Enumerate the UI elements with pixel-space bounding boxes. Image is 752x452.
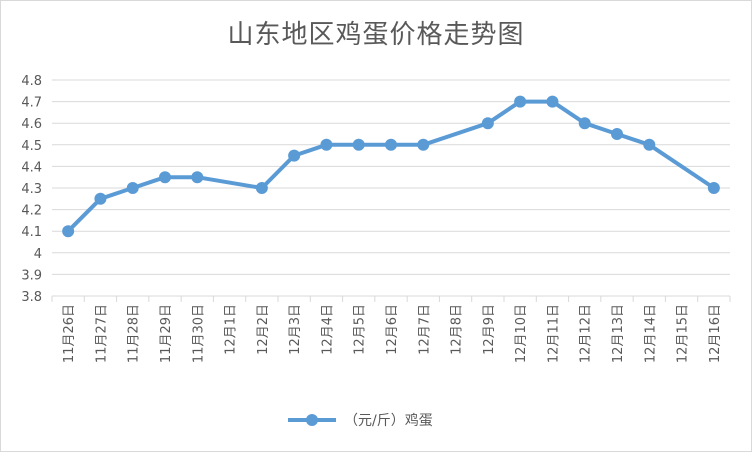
data-point [385, 138, 397, 151]
x-tick-label: 12月5日 [353, 304, 368, 355]
x-tick-label: 12月3日 [288, 304, 303, 355]
data-point [611, 128, 623, 140]
x-tick-label: 12月4日 [320, 304, 335, 355]
y-tick-label: 3.8 [21, 290, 42, 305]
x-tick-label: 11月30日 [191, 304, 206, 363]
data-point [159, 171, 171, 184]
x-tick-label: 12月8日 [450, 304, 465, 355]
x-tick-label: 12月7日 [417, 304, 432, 355]
y-tick-label: 4.3 [21, 182, 42, 197]
x-tick-label: 12月9日 [482, 304, 497, 355]
x-tick-label: 12月15日 [676, 304, 691, 363]
y-tick-label: 4.1 [21, 225, 42, 240]
data-point [578, 117, 591, 130]
data-point [288, 149, 301, 162]
data-point [707, 182, 720, 194]
x-tick-label: 11月26日 [62, 304, 77, 363]
legend: （元/斤）鸡蛋 [288, 412, 433, 429]
legend-marker [306, 414, 318, 426]
data-point [320, 138, 333, 151]
y-tick-label: 4.6 [21, 117, 42, 132]
x-tick-label: 11月27日 [94, 304, 109, 363]
x-tick-label: 12月1日 [224, 304, 239, 355]
x-axis-ticks: 11月26日 11月27日 11月28日 11月29日 11月30日 12月1日 12月2日… [62, 304, 723, 363]
x-tick-label: 12月12日 [579, 304, 594, 363]
data-point [94, 192, 107, 205]
y-tick-label: 4.2 [21, 204, 42, 219]
x-tick-label: 11月28日 [127, 304, 142, 363]
data-point [481, 117, 494, 130]
x-tick-label: 12月14日 [643, 304, 658, 363]
data-point [417, 138, 430, 151]
x-tick-label: 12月13日 [611, 304, 626, 363]
data-point [352, 138, 365, 151]
y-tick-label: 4.8 [21, 74, 42, 89]
x-tick-label: 12月11日 [546, 304, 561, 363]
y-axis-ticks: 3.8 3.9 4 4.1 4.2 4.3 4.4 4.5 4.6 4.7 4.8 [21, 74, 42, 305]
x-tick-label: 12月6日 [385, 304, 400, 355]
x-tick-label: 12月2日 [256, 304, 271, 355]
y-tick-label: 3.9 [21, 268, 42, 283]
data-point [191, 171, 204, 184]
data-point [62, 225, 75, 238]
data-point [126, 182, 139, 194]
x-tick-label: 12月16日 [708, 304, 723, 363]
data-point [546, 95, 559, 108]
x-tick-label: 11月29日 [159, 304, 174, 363]
y-tick-label: 4.7 [21, 96, 42, 111]
gridlines [51, 79, 731, 302]
chart-title: 山东地区鸡蛋价格走势图 [227, 20, 525, 50]
data-point [514, 95, 527, 108]
x-tick-label: 12月10日 [514, 304, 529, 363]
data-point [255, 182, 268, 194]
data-point [643, 138, 656, 151]
y-tick-label: 4.4 [21, 160, 42, 175]
series-layer [62, 95, 720, 238]
legend-label: （元/斤）鸡蛋 [344, 412, 433, 429]
y-tick-label: 4.5 [21, 139, 42, 154]
y-tick-label: 4 [34, 247, 42, 262]
